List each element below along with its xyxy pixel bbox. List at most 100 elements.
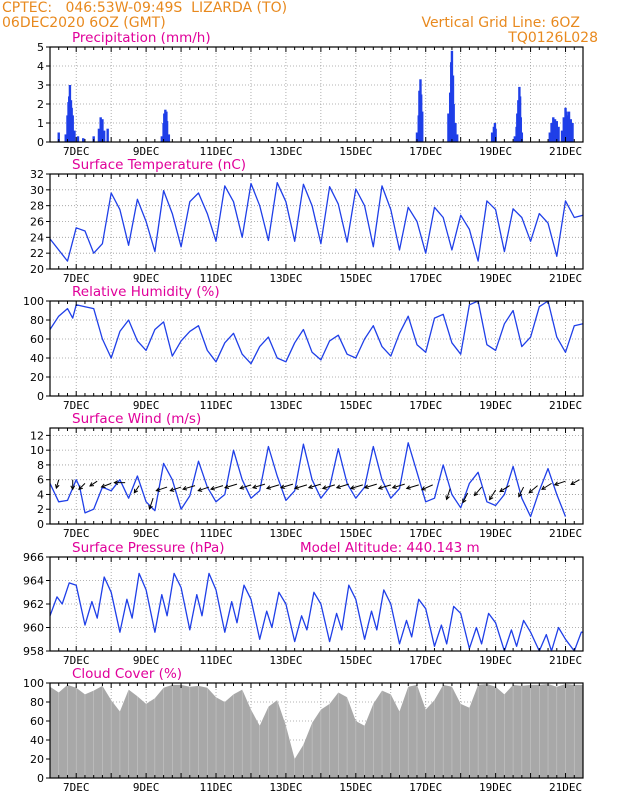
rh-xtick-label: 13DEC <box>269 399 302 412</box>
precip-xtick-label: 13DEC <box>269 145 302 158</box>
precip-bar <box>99 117 102 142</box>
precip-bar <box>566 115 569 142</box>
rh-ytick-label: 0 <box>37 390 44 403</box>
wind-xtick-label: 17DEC <box>409 527 442 540</box>
wind-title: Surface Wind (m/s) <box>72 411 201 427</box>
press-xtick-label: 19DEC <box>479 654 512 667</box>
cloud-xtick-label: 21DEC <box>549 781 582 794</box>
wind-xtick-label: 13DEC <box>269 527 302 540</box>
temp-panel: 20 22 24 26 28 30 32 7DEC 9DEC 11DEC 13DEC 15DEC 17D… <box>30 157 584 285</box>
press-xtick-label: 7DEC <box>63 654 90 667</box>
precip-xtick-label: 21DEC <box>549 145 582 158</box>
precip-xtick-label: 9DEC <box>133 145 160 158</box>
wind-arrow <box>210 485 224 491</box>
wind-arrow <box>363 483 377 490</box>
precip-bar <box>494 128 497 142</box>
wind-ytick-label: 4 <box>37 488 44 501</box>
temp-ytick-label: 26 <box>30 216 44 229</box>
wind-arrow <box>251 483 266 490</box>
wind-frame <box>49 427 584 525</box>
precip-bar <box>160 136 164 142</box>
wind-series-line <box>49 442 567 518</box>
wind-arrow <box>377 484 391 490</box>
precip-bar <box>562 117 565 142</box>
precip-bar <box>455 134 459 142</box>
wind-arrow <box>293 484 308 490</box>
press-xtick-label: 9DEC <box>133 654 160 667</box>
wind-arrow <box>553 480 566 486</box>
wind-xtick-label: 15DEC <box>339 527 372 540</box>
cloud-xtick-label: 19DEC <box>479 781 512 794</box>
temp-xtick-label: 7DEC <box>63 272 90 285</box>
precip-bar <box>82 138 85 142</box>
press-ytick-label: 962 <box>23 598 44 611</box>
wind-arrow <box>570 479 580 486</box>
precip-bar <box>552 117 555 142</box>
rh-xtick-label: 11DEC <box>199 399 232 412</box>
precip-bar <box>454 123 457 142</box>
wind-arrow <box>541 482 552 490</box>
rh-xtick-label: 7DEC <box>63 399 90 412</box>
precip-bar <box>519 117 522 142</box>
precip-bar <box>550 123 553 142</box>
cloud-ytick-label: 40 <box>30 734 44 747</box>
precip-title: Precipitation (mm/h) <box>72 30 211 46</box>
wind-arrow <box>335 483 349 490</box>
wind-ytick-label: 0 <box>37 518 44 531</box>
cloud-ytick-label: 80 <box>30 696 44 709</box>
wind-arrow <box>518 486 525 498</box>
precip-bar <box>102 130 106 142</box>
wind-arrow <box>223 483 238 490</box>
rh-xtick-label: 19DEC <box>479 399 512 412</box>
rh-panel: 0 20 40 60 80 100 7DEC 9DEC 11DEC 13DEC 15DEC 17DEC… <box>23 284 584 412</box>
wind-xtick-label: 7DEC <box>63 527 90 540</box>
wind-arrow <box>499 485 510 493</box>
precip-bar <box>415 132 419 142</box>
header-grid-line: Vertical Grid Line: 6OZ <box>421 15 580 31</box>
wind-arrow <box>133 485 140 494</box>
wind-arrow <box>462 492 469 504</box>
wind-arrow <box>528 485 538 494</box>
precip-bar <box>548 132 551 142</box>
wind-arrow <box>113 480 126 486</box>
temp-xtick-label: 13DEC <box>269 272 302 285</box>
precip-bar <box>553 119 557 142</box>
wind-arrow <box>473 486 483 497</box>
precip-bar <box>421 111 424 142</box>
temp-xtick-label: 17DEC <box>409 272 442 285</box>
precip-bar <box>73 130 76 142</box>
precip-ytick-label: 2 <box>37 98 44 111</box>
temp-ytick-label: 22 <box>30 247 44 260</box>
wind-arrow <box>265 484 280 490</box>
rh-series-line <box>49 300 584 365</box>
cloud-ytick-label: 20 <box>30 753 44 766</box>
precip-bar <box>567 111 571 142</box>
press-ytick-label: 960 <box>23 622 44 635</box>
precip-ytick-label: 1 <box>37 117 44 130</box>
cloud-xtick-label: 11DEC <box>199 781 232 794</box>
press-xtick-label: 11DEC <box>199 654 232 667</box>
wind-ytick-label: 10 <box>30 444 44 457</box>
cloud-xtick-label: 15DEC <box>339 781 372 794</box>
wind-xtick-label: 9DEC <box>133 527 160 540</box>
temp-xtick-label: 9DEC <box>133 272 160 285</box>
precip-bar <box>57 132 60 142</box>
press-ytick-label: 966 <box>23 551 44 564</box>
wind-arrow <box>54 479 60 490</box>
temp-ytick-label: 30 <box>30 184 44 197</box>
precip-bar <box>76 136 80 142</box>
wind-arrow <box>169 486 182 492</box>
wind-arrow <box>445 488 451 501</box>
temp-ytick-label: 32 <box>30 168 44 181</box>
wind-arrow <box>78 483 86 491</box>
temp-xtick-label: 11DEC <box>199 272 232 285</box>
press-xtick-label: 13DEC <box>269 654 302 667</box>
press-ytick-label: 958 <box>23 645 44 658</box>
rh-ytick-label: 20 <box>30 371 44 384</box>
wind-arrow <box>405 484 419 490</box>
rh-title: Relative Humidity (%) <box>72 284 220 300</box>
precip-xtick-label: 19DEC <box>479 145 512 158</box>
cloud-ytick-label: 100 <box>23 677 44 690</box>
cloud-area <box>50 683 583 778</box>
wind-arrow <box>279 483 294 490</box>
